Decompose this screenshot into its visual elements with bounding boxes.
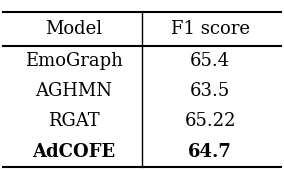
Text: F1 score: F1 score [171,20,250,38]
Text: AdCOFE: AdCOFE [32,142,115,160]
Text: Model: Model [45,20,103,38]
Text: 64.7: 64.7 [188,142,232,160]
Text: RGAT: RGAT [48,112,100,130]
Text: 65.22: 65.22 [184,112,236,130]
Text: 65.4: 65.4 [190,52,230,70]
Text: 63.5: 63.5 [190,82,230,100]
Text: AGHMN: AGHMN [35,82,112,100]
Text: EmoGraph: EmoGraph [25,52,123,70]
